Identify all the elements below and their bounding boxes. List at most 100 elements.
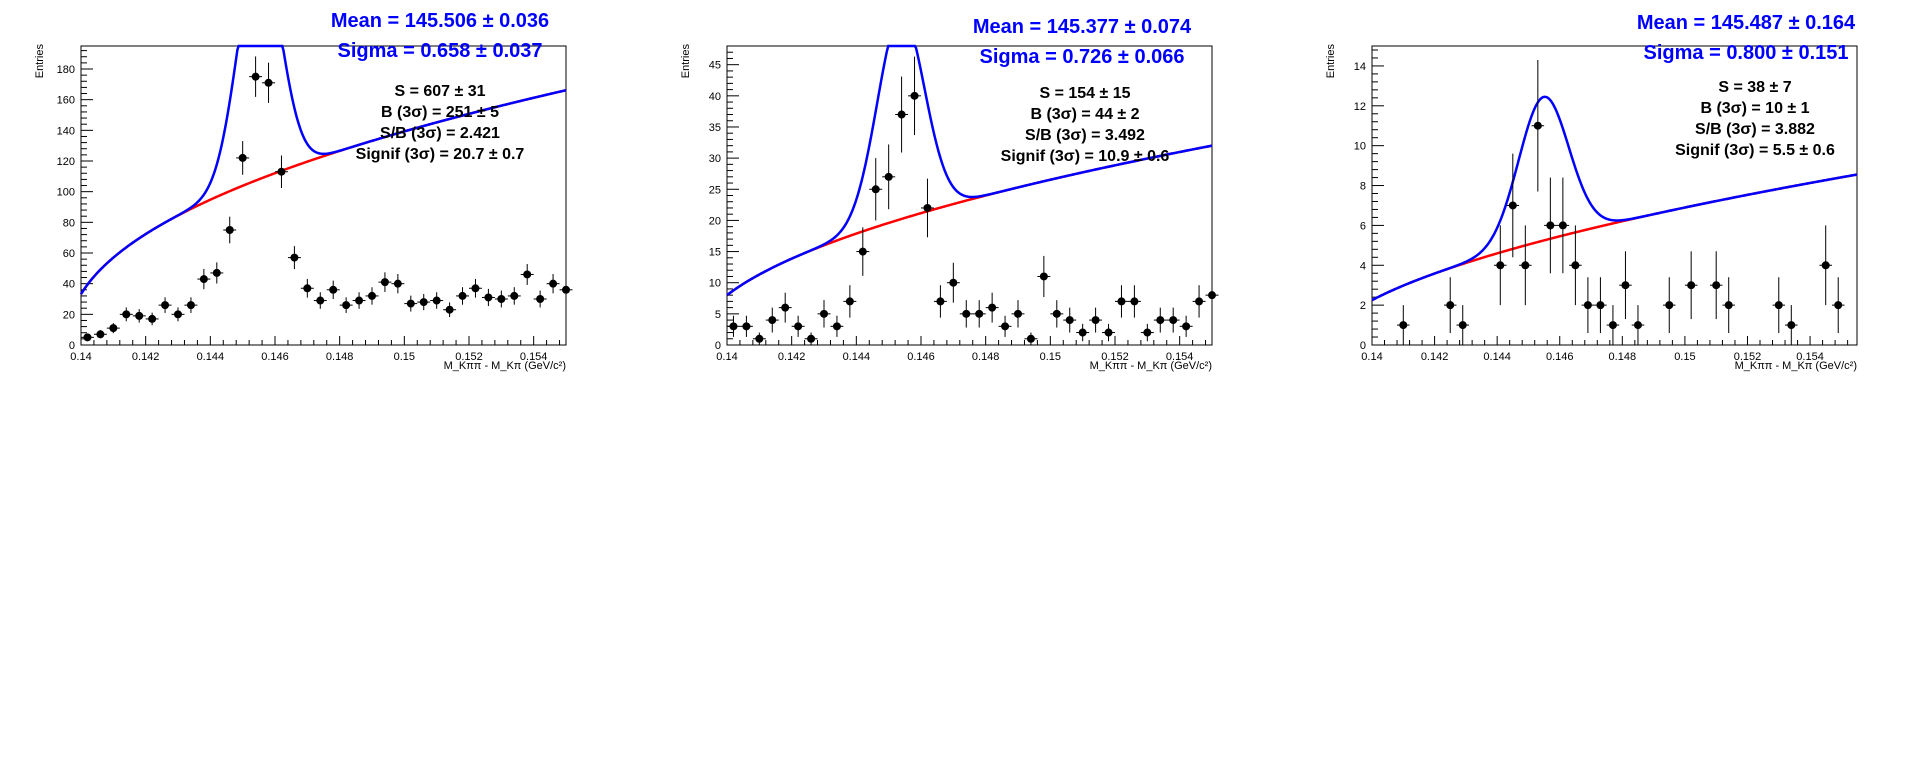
y-tick-label: 5 xyxy=(715,309,721,321)
y-tick-label: 40 xyxy=(709,91,721,103)
data-point xyxy=(1772,277,1786,334)
data-point xyxy=(843,285,857,318)
stat-line: S/B (3σ) = 3.492 xyxy=(1025,127,1145,144)
x-tick-label: 0.144 xyxy=(197,351,225,363)
plot-frame xyxy=(726,45,1213,346)
point-marker xyxy=(1039,272,1048,281)
y-tick-label: 10 xyxy=(709,278,721,290)
total-fit-curve xyxy=(726,44,1213,297)
point-marker xyxy=(1687,281,1696,290)
fit-panel-1: 0.14 0.142 0.144 0.146 0.148 0.15 0.152 0.154 0 2… xyxy=(34,10,573,372)
x-tick-label: 0.152 xyxy=(1734,351,1762,363)
point-marker xyxy=(186,301,195,310)
data-point xyxy=(1684,251,1698,320)
stat-line: B (3σ) = 251 ± 5 xyxy=(381,104,499,121)
y-axis-title: Entries xyxy=(1325,44,1337,79)
y-tick-label: 8 xyxy=(1360,181,1366,193)
x-tick-label: 0.14 xyxy=(1361,351,1382,363)
point-marker xyxy=(484,293,493,302)
x-axis-title: M_Kππ - M_Kπ (GeV/c²) xyxy=(1090,360,1212,372)
point-marker xyxy=(355,296,364,305)
point-marker xyxy=(445,305,454,314)
point-marker xyxy=(1571,261,1580,270)
data-point xyxy=(998,315,1012,337)
point-marker xyxy=(1169,316,1178,325)
point-marker xyxy=(871,185,880,194)
x-tick-label: 0.154 xyxy=(520,351,548,363)
point-marker xyxy=(174,310,182,319)
y-tick-label: 60 xyxy=(63,248,75,260)
point-marker xyxy=(536,295,545,303)
data-point xyxy=(1544,177,1557,274)
point-marker xyxy=(264,78,273,87)
y-tick-label: 0 xyxy=(715,340,721,352)
data-point xyxy=(1619,251,1632,320)
data-point xyxy=(119,307,133,322)
y-tick-label: 120 xyxy=(57,156,75,168)
y-tick-label: 14 xyxy=(1354,61,1366,73)
point-marker xyxy=(794,322,803,331)
x-tick-label: 0.142 xyxy=(1421,351,1449,363)
data-point xyxy=(481,288,495,307)
data-point xyxy=(882,144,896,210)
data-point xyxy=(791,315,805,337)
x-tick-label: 0.148 xyxy=(326,351,354,363)
x-tick-label: 0.144 xyxy=(1483,351,1511,363)
y-tick-label: 80 xyxy=(63,217,75,229)
data-point xyxy=(507,287,521,305)
y-tick-label: 140 xyxy=(57,125,75,137)
x-tick-label: 0.154 xyxy=(1166,351,1194,363)
data-point xyxy=(739,315,753,337)
data-point xyxy=(1192,285,1206,318)
data-point xyxy=(378,272,392,292)
point-marker xyxy=(1496,261,1505,270)
data-point xyxy=(1785,305,1798,345)
data-point xyxy=(546,274,560,294)
data-point xyxy=(520,264,534,285)
point-marker xyxy=(148,314,157,323)
data-point xyxy=(469,278,482,298)
point-marker xyxy=(1774,301,1783,310)
data-point xyxy=(933,285,947,318)
y-tick-label: 0 xyxy=(1360,340,1366,352)
point-marker xyxy=(458,291,467,300)
data-point xyxy=(352,292,366,309)
data-point xyxy=(1037,255,1051,298)
x-tick-label: 0.144 xyxy=(843,351,871,363)
x-tick-label: 0.146 xyxy=(907,351,935,363)
data-point xyxy=(830,315,844,337)
point-marker xyxy=(755,334,764,343)
point-marker xyxy=(1091,316,1100,325)
fit-panel-3: 0.14 0.142 0.144 0.146 0.148 0.15 0.152 0.154 0 2… xyxy=(1325,12,1858,372)
x-tick-label: 0.152 xyxy=(455,351,483,363)
data-point xyxy=(417,293,431,311)
y-tick-label: 20 xyxy=(709,215,721,227)
data-point xyxy=(727,315,740,337)
point-marker xyxy=(290,253,299,262)
point-marker xyxy=(1558,221,1567,230)
point-marker xyxy=(393,279,402,288)
point-marker xyxy=(1608,321,1617,330)
data-point xyxy=(93,330,107,339)
point-marker xyxy=(923,203,932,212)
data-point xyxy=(1631,305,1645,345)
data-point xyxy=(1102,323,1115,342)
plot-frame xyxy=(80,45,567,346)
point-marker xyxy=(1821,261,1830,270)
y-tick-label: 180 xyxy=(57,64,75,76)
point-marker xyxy=(161,301,170,310)
data-point xyxy=(1709,251,1723,320)
x-tick-label: 0.15 xyxy=(1040,351,1061,363)
point-marker xyxy=(471,284,480,293)
data-point xyxy=(1494,225,1507,306)
point-marker xyxy=(1458,321,1467,330)
point-marker xyxy=(251,72,260,81)
data-point xyxy=(1519,225,1532,306)
background-fit-curve xyxy=(726,144,1213,297)
stat-line: Signif (3σ) = 5.5 ± 0.6 xyxy=(1675,142,1835,159)
mean-label: Mean = 145.487 ± 0.164 xyxy=(1637,12,1856,34)
plot-frame xyxy=(1371,45,1858,346)
data-point xyxy=(1594,277,1607,334)
sigma-label: Sigma = 0.726 ± 0.066 xyxy=(980,46,1185,68)
x-tick-label: 0.146 xyxy=(261,351,289,363)
